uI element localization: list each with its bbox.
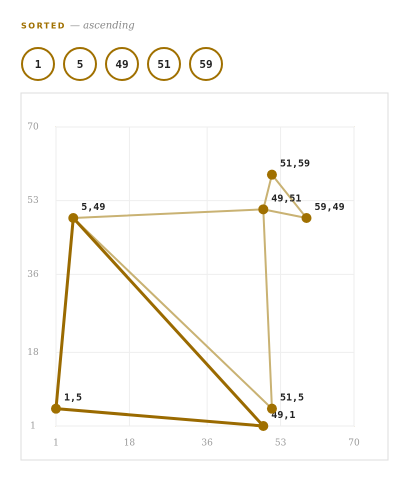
point xyxy=(266,403,277,414)
chip xyxy=(189,47,223,81)
point-label: 51,59 xyxy=(280,159,310,170)
edge xyxy=(270,173,308,219)
chip-label: 1 xyxy=(35,58,42,71)
point xyxy=(301,213,312,223)
edge xyxy=(71,216,265,428)
section-note: — ascending xyxy=(70,21,135,32)
point-label: 59,49 xyxy=(314,202,344,213)
chip-label: 59 xyxy=(199,58,212,71)
point xyxy=(258,204,269,215)
x-tick-label: 1 xyxy=(53,439,59,449)
edge xyxy=(72,217,273,410)
chip-label: 5 xyxy=(77,58,84,71)
section-label: SORTED xyxy=(21,22,66,31)
point-label: 51,5 xyxy=(280,393,304,404)
y-tick-label: 70 xyxy=(27,123,39,133)
chip xyxy=(105,47,139,81)
chip xyxy=(63,47,97,81)
point xyxy=(51,403,61,414)
edge xyxy=(262,208,273,410)
edge xyxy=(262,173,273,211)
x-tick-label: 53 xyxy=(275,439,287,449)
point xyxy=(258,421,269,431)
chip xyxy=(21,47,55,81)
y-tick-label: 53 xyxy=(27,196,39,206)
x-tick-label: 36 xyxy=(201,439,213,449)
edge xyxy=(262,208,308,219)
edge xyxy=(54,216,75,411)
x-tick-label: 18 xyxy=(124,439,136,449)
point xyxy=(266,169,277,180)
y-tick-label: 18 xyxy=(27,348,39,358)
point-label: 5,49 xyxy=(81,202,105,213)
x-tick-label: 70 xyxy=(348,439,360,449)
point-label: 49,51 xyxy=(271,193,301,204)
point-label: 49,1 xyxy=(271,410,295,421)
edge xyxy=(72,208,265,219)
point xyxy=(68,213,79,223)
y-tick-label: 36 xyxy=(27,270,39,280)
chip-label: 51 xyxy=(157,58,171,71)
panel xyxy=(20,92,389,461)
point-label: 1,5 xyxy=(64,393,82,404)
edge xyxy=(54,407,265,428)
chip xyxy=(147,47,181,81)
y-tick-label: 1 xyxy=(30,422,36,432)
chip-label: 49 xyxy=(115,58,128,71)
